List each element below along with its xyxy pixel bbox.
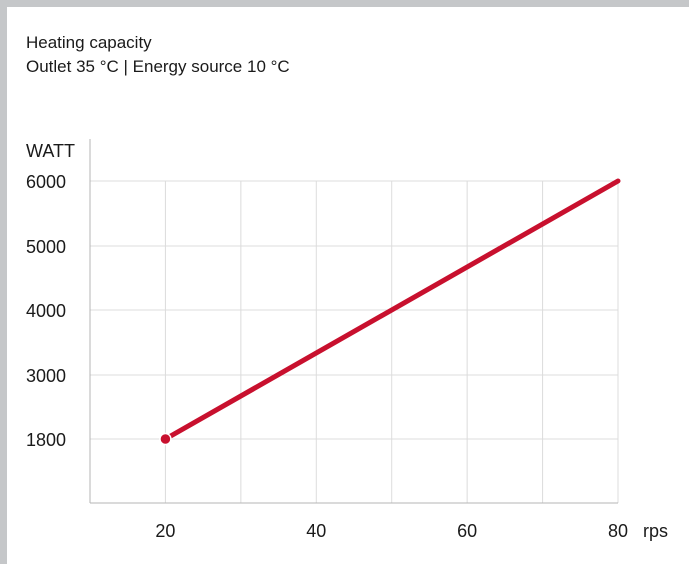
y-tick-label: 5000 (26, 237, 66, 257)
y-axis-label: WATT (26, 141, 75, 161)
y-tick-label: 6000 (26, 172, 66, 192)
chart-title: Heating capacity (26, 33, 152, 52)
axes (89, 139, 618, 504)
x-tick-label: 20 (155, 521, 175, 541)
x-axis-label: rps (643, 521, 668, 541)
y-tick-label: 4000 (26, 301, 66, 321)
series-line (162, 178, 621, 442)
y-tick-label: 1800 (26, 430, 66, 450)
series-layer (159, 178, 621, 446)
x-tick-label: 60 (457, 521, 477, 541)
y-tick-label: 3000 (26, 366, 66, 386)
data-point (159, 432, 172, 446)
tick-labels: WATT rps 1800 3000 4000 5000 6000 20 40 60 80 (26, 141, 668, 541)
x-tick-label: 80 (608, 521, 628, 541)
grid-lines (90, 180, 619, 503)
chart-subtitle: Outlet 35 °C | Energy source 10 °C (26, 57, 290, 76)
x-tick-label: 40 (306, 521, 326, 541)
